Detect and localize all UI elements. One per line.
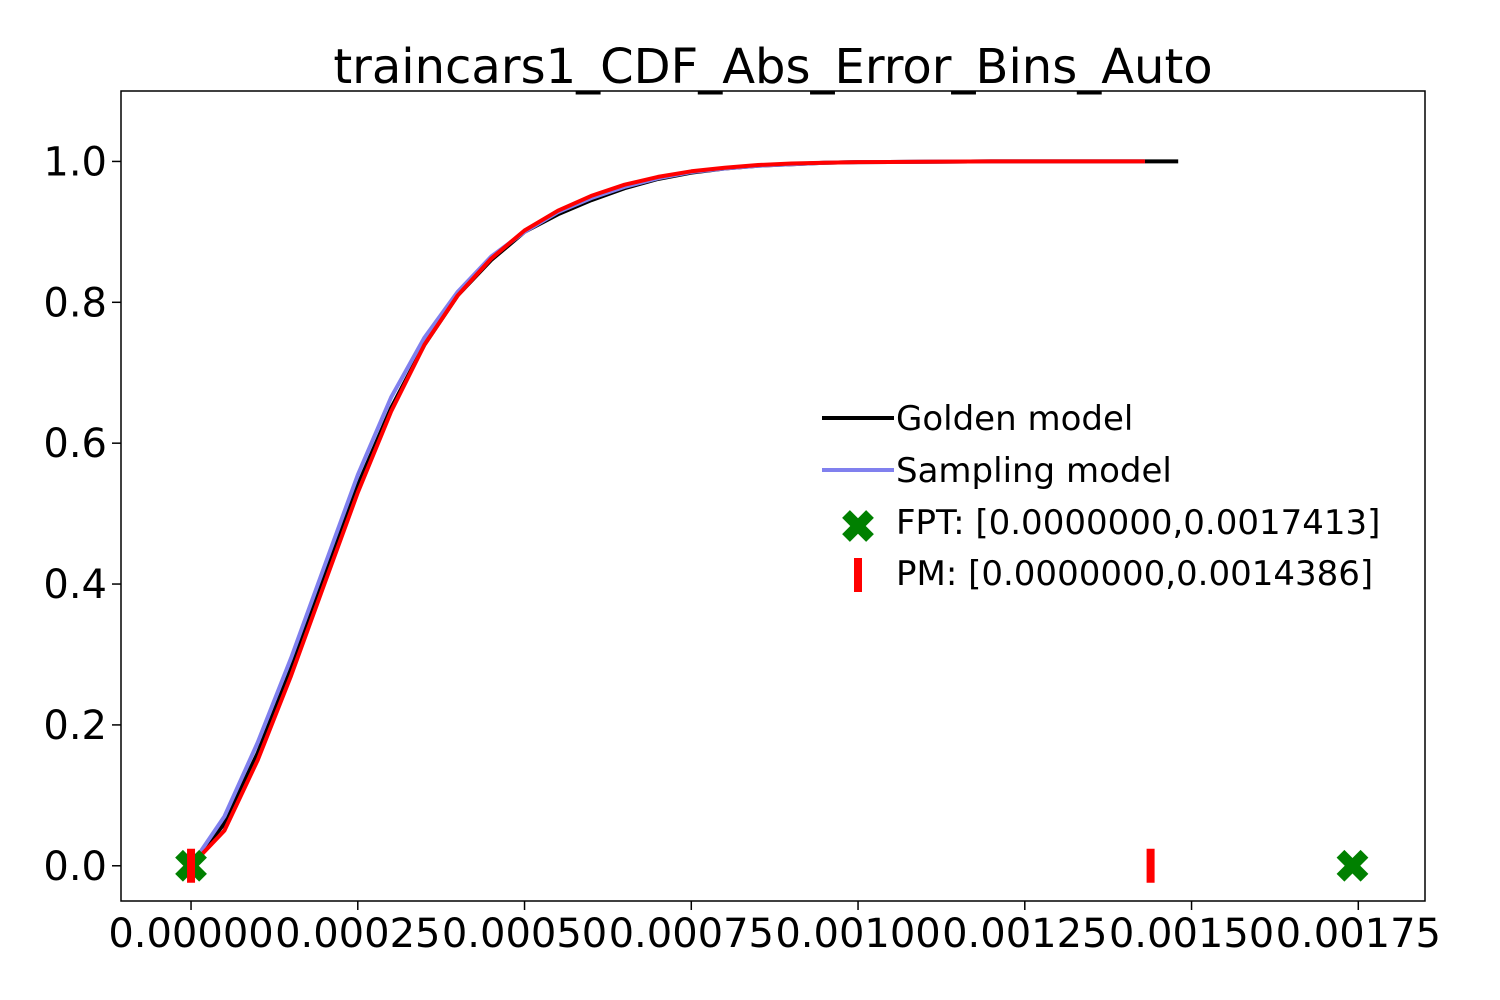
plot-frame xyxy=(120,90,1426,902)
legend-entry: FPT: [0.0000000,0.0017413] xyxy=(842,503,1380,543)
legend-label: PM: [0.0000000,0.0014386] xyxy=(896,554,1373,594)
legend-entry: Sampling model xyxy=(822,451,1172,491)
x-tick-label: 0.00000 xyxy=(108,911,273,957)
x-tick-label: 0.00075 xyxy=(609,911,774,957)
y-tick-label: 0.2 xyxy=(43,703,107,749)
series-line-3 xyxy=(189,159,1145,868)
y-axis: 0.0 0.2 0.4 0.6 0.8 1.0 xyxy=(43,139,121,890)
x-tick-label: 0.00150 xyxy=(1109,911,1274,957)
y-tick-label: 0.8 xyxy=(43,280,107,326)
x-axis: 0.00000 0.00025 0.00050 0.00075 0.00100 0.001… xyxy=(108,901,1441,957)
legend: Golden model Sampling model FPT: [0.000000… xyxy=(822,399,1380,594)
legend-label: Golden model xyxy=(896,399,1133,439)
legend-x-swatch xyxy=(842,510,874,542)
x-tick-label: 0.00175 xyxy=(1276,911,1441,957)
chart-title: traincars1_CDF_Abs_Error_Bins_Auto xyxy=(333,39,1212,95)
y-tick-label: 0.4 xyxy=(43,562,107,608)
y-tick-label: 0.0 xyxy=(43,844,107,890)
legend-label: FPT: [0.0000000,0.0017413] xyxy=(896,503,1380,543)
legend-entry: PM: [0.0000000,0.0014386] xyxy=(854,554,1373,594)
x-tick-label: 0.00100 xyxy=(775,911,940,957)
x-tick-label: 0.00050 xyxy=(442,911,607,957)
x-tick-label: 0.00025 xyxy=(275,911,440,957)
x-tick-label: 0.00125 xyxy=(942,911,1107,957)
y-tick-label: 0.6 xyxy=(43,421,107,467)
fpt-marker xyxy=(1336,849,1369,882)
y-tick-label: 1.0 xyxy=(43,139,107,185)
legend-label: Sampling model xyxy=(896,451,1172,491)
plot-area xyxy=(175,159,1369,883)
legend-entry: Golden model xyxy=(822,399,1133,439)
